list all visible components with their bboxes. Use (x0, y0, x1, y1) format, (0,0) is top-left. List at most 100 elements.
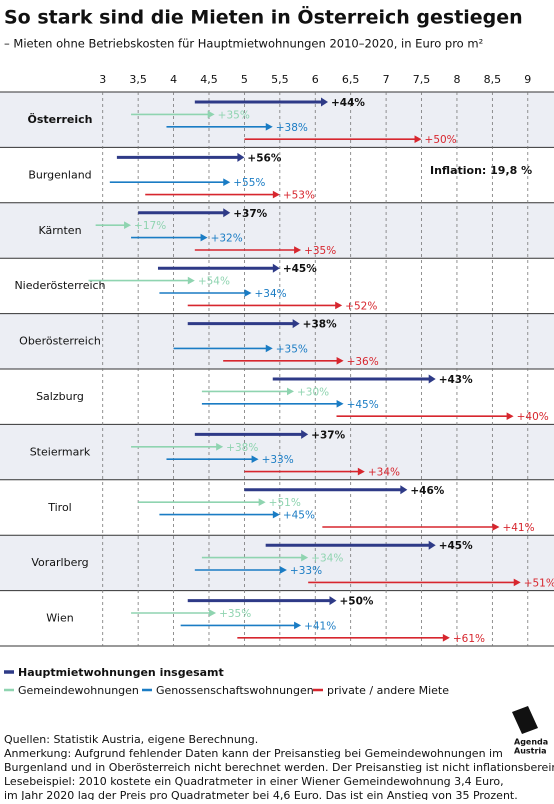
arrow (109, 178, 231, 186)
value-label: +50% (340, 596, 374, 608)
logo-text: Austria (514, 747, 547, 756)
value-label: +40% (517, 411, 549, 423)
value-label: +43% (439, 374, 473, 386)
arrow (173, 344, 273, 353)
value-label: +54% (198, 276, 230, 288)
arrow (159, 510, 280, 519)
arrow (223, 357, 344, 365)
value-label: +41% (304, 620, 336, 632)
source: Quellen: Statistik Austria, eigene Berec… (4, 733, 258, 746)
arrow-head (251, 455, 259, 463)
value-label: +36% (347, 356, 379, 368)
arrow (201, 400, 344, 408)
logo-mark (512, 706, 538, 734)
category-label: Salzburg (36, 390, 84, 403)
arrow-head (209, 609, 217, 617)
arrow-head (492, 523, 500, 531)
legend-label: Genossenschaftswohnungen (156, 684, 314, 697)
value-label: +34% (368, 467, 400, 479)
x-tick-label: 7 (383, 73, 390, 86)
arrow-head (272, 510, 280, 519)
arrow-head (329, 596, 337, 606)
value-label: +34% (311, 553, 343, 565)
value-label: +38% (303, 319, 337, 331)
value-label: +45% (283, 263, 317, 275)
arrow (244, 135, 422, 143)
arrow (187, 596, 337, 606)
arrow-head (187, 276, 195, 285)
arrow (265, 540, 436, 550)
arrow-head (200, 233, 208, 242)
category-label: Kärnten (38, 224, 81, 237)
category-label: Steiermark (30, 445, 91, 458)
category-label: Tirol (47, 501, 72, 514)
value-label: +56% (247, 152, 281, 164)
legend-label: Gemeindewohnungen (18, 684, 139, 697)
note: Anmerkung: Aufgrund fehlender Daten kann… (4, 747, 503, 760)
arrow-head (506, 412, 514, 420)
arrow (187, 301, 343, 310)
arrow-head (223, 178, 231, 186)
arrow (88, 276, 195, 285)
value-label: +34% (254, 288, 286, 300)
value-label: +37% (233, 208, 267, 220)
arrow (336, 412, 514, 420)
x-tick-label: 4 (170, 73, 177, 86)
x-tick-label: 9 (524, 73, 531, 86)
arrow-head (336, 400, 344, 408)
value-label: +55% (233, 177, 265, 189)
arrow (201, 553, 309, 562)
arrow-head (294, 246, 302, 254)
arrow (116, 152, 245, 162)
value-label: +44% (331, 97, 365, 109)
arrow-head (258, 498, 266, 506)
arrow (322, 523, 500, 531)
arrow-head (301, 553, 309, 562)
legend-label: private / andere Miete (327, 684, 449, 697)
arrow (308, 578, 521, 587)
arrow-head (357, 467, 365, 476)
annotation: Inflation: 19,8 % (430, 164, 532, 177)
note: im Jahr 2020 lag der Preis pro Quadratme… (4, 789, 518, 800)
x-tick-label: 3 (99, 73, 106, 86)
arrow-head (336, 357, 344, 365)
value-label: +51% (524, 577, 554, 589)
arrow-head (335, 301, 343, 310)
arrow-head (294, 621, 302, 630)
value-label: +52% (345, 300, 377, 312)
arrow (194, 246, 302, 254)
value-label: +33% (290, 565, 322, 577)
arrow (157, 263, 280, 273)
arrow-head (414, 135, 422, 143)
arrow-head (428, 374, 436, 384)
x-tick-label: 7,5 (413, 73, 431, 86)
legend-label: Hauptmietwohnungen insgesamt (18, 666, 224, 679)
arrow (131, 110, 215, 119)
arrow (237, 634, 450, 642)
category-label: Wien (46, 612, 73, 625)
x-tick-label: 8 (453, 73, 460, 86)
arrow-head (301, 429, 309, 439)
arrow (131, 443, 224, 451)
chart-subtitle: – Mieten ohne Betriebskosten für Hauptmi… (4, 37, 483, 51)
arrow-head (513, 578, 521, 587)
note: Lesebeispiel: 2010 kostete ein Quadratme… (4, 775, 504, 788)
arrow-head (265, 123, 273, 131)
arrow-head (216, 443, 224, 451)
row-band (0, 202, 554, 259)
x-tick-label: 5,5 (271, 73, 289, 86)
x-tick-label: 3,5 (129, 73, 147, 86)
x-tick-label: 6,5 (342, 73, 360, 86)
arrow-head (321, 97, 329, 107)
value-label: +51% (269, 497, 301, 509)
arrow (187, 319, 300, 329)
arrow-head (428, 540, 436, 550)
category-label: Burgenland (28, 168, 91, 181)
arrow-head (272, 263, 280, 273)
x-tick-label: 8,5 (484, 73, 502, 86)
arrow (194, 429, 309, 439)
x-tick-label: 5 (241, 73, 248, 86)
arrow-head (237, 152, 245, 162)
arrow (138, 498, 266, 506)
value-label: +35% (218, 109, 250, 121)
